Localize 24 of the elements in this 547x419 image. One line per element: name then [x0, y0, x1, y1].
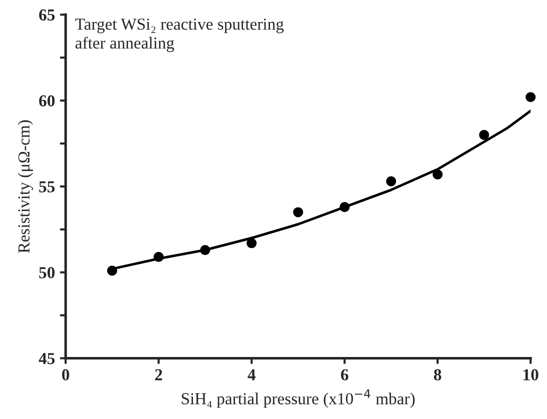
y-tick-label: 50 [39, 267, 55, 278]
y-tick-label: 60 [39, 95, 55, 107]
y-axis-title: Resistivity (μΩ-cm) [18, 120, 33, 253]
point [107, 266, 118, 276]
point [246, 238, 257, 248]
point [154, 252, 164, 262]
y-tick-label: 45 [38, 353, 55, 364]
point [479, 130, 490, 140]
point [386, 176, 396, 186]
x-tick-label: 2 [155, 369, 162, 380]
point [432, 169, 443, 180]
point [200, 244, 210, 256]
x-tick-label: 4 [248, 369, 256, 380]
x-tick-label: 8 [434, 369, 442, 380]
annotation: Target WSi₂ reactive sputtering after annealing [75, 18, 284, 52]
point [526, 92, 536, 102]
point [340, 202, 350, 212]
x-tick-label: 6 [341, 369, 348, 380]
y-tick-label: 65 [39, 9, 55, 21]
y-tick-label: 55 [39, 181, 55, 192]
point [293, 207, 304, 218]
x-axis-title: SiH₄ partial pressure (x10$^{−4}$ mbar) [182, 389, 415, 408]
x-tick-label: 0 [62, 369, 70, 380]
x-tick-label: 10 [524, 369, 538, 380]
